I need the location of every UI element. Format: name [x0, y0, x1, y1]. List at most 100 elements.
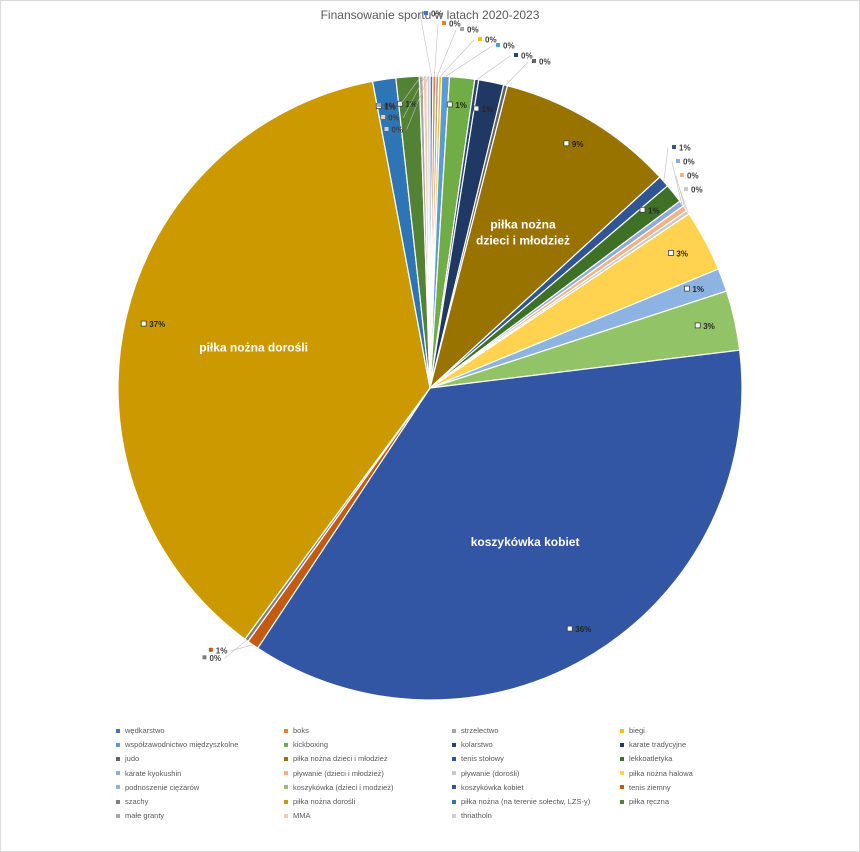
legend-swatch [452, 813, 456, 818]
label-key-pilka-nozna-dorosli [140, 320, 147, 327]
legend-label: piłka nożna dzieci i młodzież [293, 754, 388, 764]
pie-slices [117, 75, 743, 701]
pie-slice-thriatholn [426, 75, 431, 389]
leader-line-strzelectwo [437, 29, 457, 77]
leader-line-mma [402, 75, 426, 119]
legend-swatch [284, 771, 288, 776]
legend-label: judo [125, 754, 140, 764]
data-label-pilka-nozna-na-terenie-solectw-lzs-y: 1% [384, 103, 396, 112]
legend-swatch [452, 756, 456, 761]
leader-line-tenis-stolowy [663, 147, 669, 182]
legend-item-tenis-stolowy: tenis stołowy [452, 752, 620, 765]
legend-item-pilka-nozna-halowa: piłka nożna halowa [620, 767, 788, 780]
data-label-kolarstwo: 0% [521, 52, 533, 61]
legend-item-pilka-nozna-dorosli: piłka nożna dorośli [284, 795, 452, 808]
label-key-lekkoatletyka [639, 206, 646, 213]
legend-swatch [620, 771, 624, 776]
data-label-plywanie-dorosli: 0% [691, 186, 703, 195]
label-key-koszykowka-dzieci-i-modziez [694, 322, 701, 329]
inner-label-pilka-nozna-dorosli: piłka nożna dorośli [199, 341, 308, 355]
leader-line-kolarstwo [476, 55, 511, 80]
label-key-thriatholn [384, 127, 389, 131]
legend-label: tenis stołowy [461, 754, 504, 764]
data-label-plywanie-dzieci-i-mlodziez: 0% [687, 172, 699, 181]
data-label-pilka-nozna-dzieci-i-mlodziez: 9% [572, 140, 584, 149]
data-label-wspolzawodnictwo-miedzyszkolne: 0% [503, 42, 515, 51]
label-key-mma [381, 115, 386, 119]
data-label-szachy: 0% [210, 654, 222, 663]
inner-label-pilka-nozna-dzieci-i-mlodziez: dzieci i młodzież [476, 234, 570, 248]
data-label-biegi: 0% [485, 36, 497, 45]
label-key-pilka-nozna-dzieci-i-mlodziez [563, 140, 570, 147]
legend-swatch [284, 728, 288, 733]
label-key-biegi [478, 37, 482, 41]
label-key-wspolzawodnictwo-miedzyszkolne [496, 43, 500, 47]
legend-item-pilka-reczna: piłka ręczna [620, 795, 788, 808]
legend-item-wedkarstwo: wędkarstwo [116, 724, 284, 737]
label-key-kolarstwo [514, 53, 518, 57]
legend-swatch [452, 785, 456, 790]
legend-swatch [452, 742, 456, 747]
pie-data-labels: 1% 1% 9% piłka nożna dzieci i młodzież 1% 3% 1%… [140, 10, 715, 663]
leader-line-szachy [224, 640, 247, 659]
legend-label: kolarstwo [461, 740, 493, 750]
legend-item-judo: judo [116, 752, 284, 765]
data-label-koszykowka-kobiet: 36% [575, 625, 591, 634]
legend-swatch [116, 728, 120, 733]
data-label-strzelectwo: 0% [467, 26, 479, 35]
leader-line-wspolzawodnictwo-miedzyszkolne [445, 45, 493, 77]
legend-item-lekkoatletyka: lekkoatletyka [620, 752, 788, 765]
legend-item-wspolzawodnictwo-miedzyszkolne: współzawodnictwo międzyszkolne [116, 738, 284, 751]
label-key-wedkarstwo [424, 11, 428, 15]
leader-line-boks [434, 23, 439, 77]
legend-swatch [116, 799, 120, 804]
data-label-tenis-ziemny: 1% [216, 646, 228, 655]
legend-item-pilka-nozna-dzieci-i-mlodziez: piłka nożna dzieci i młodzież [284, 752, 452, 765]
leader-line-tenis-ziemny [230, 644, 253, 652]
legend-swatch [284, 813, 288, 818]
legend-label: strzelectwo [461, 726, 499, 736]
legend-label: piłka nożna halowa [629, 768, 693, 778]
legend-item-szachy: szachy [116, 795, 284, 808]
label-key-boks [442, 21, 446, 25]
data-label-pilka-nozna-dorosli: 37% [149, 320, 165, 329]
chart-legend: wędkarstwo boks strzelectwo biegi współzawod… [116, 724, 816, 822]
label-key-karate-tradycyjne [473, 105, 480, 112]
legend-item-koszykowka-kobiet: koszykówka kobiet [452, 781, 620, 794]
legend-label: karate tradycyjne [629, 740, 687, 750]
inner-label-pilka-nozna-dzieci-i-mlodziez: piłka nożna [490, 218, 556, 232]
data-label-pilka-reczna: 1% [406, 100, 418, 109]
legend-item-boks: boks [284, 724, 452, 737]
label-key-szachy [202, 655, 207, 660]
legend-label: lekkoatletyka [629, 754, 673, 764]
legend-swatch [620, 799, 624, 804]
legend-item-male-granty: małe granty [116, 809, 284, 822]
legend-label: karate kyokushin [125, 768, 182, 778]
legend-label: MMA [293, 811, 311, 821]
legend-swatch [452, 771, 456, 776]
data-label-boks: 0% [449, 20, 461, 29]
legend-item-plywanie-dorosli: pływanie (dorośli) [452, 767, 620, 780]
legend-item-tenis-ziemny: tenis ziemny [620, 781, 788, 794]
leader-line-biegi [440, 39, 475, 77]
legend-item-plywanie-dzieci-i-mlodziez: pływanie (dzieci i młodzież) [284, 767, 452, 780]
data-label-pilka-nozna-halowa: 3% [676, 249, 688, 258]
label-key-podnoszenie-ciezarow [684, 285, 690, 292]
legend-swatch [116, 813, 120, 818]
data-label-podnoszenie-ciezarow: 1% [692, 285, 704, 294]
legend-item-kickboxing: kickboxing [284, 738, 452, 751]
pie-slice-koszykowka-kobiet [256, 349, 743, 701]
legend-item-karate-tradycyjne: karate tradycyjne [620, 738, 788, 751]
legend-label: małe granty [125, 811, 165, 821]
legend-label: thriatholn [461, 811, 492, 821]
data-label-koszykowka-dzieci-i-modziez: 3% [703, 322, 715, 331]
data-label-wedkarstwo: 0% [431, 10, 443, 19]
label-key-kickboxing [446, 101, 453, 108]
legend-label: piłka ręczna [629, 797, 670, 807]
data-label-karate-kyokushin: 0% [683, 158, 695, 167]
label-key-strzelectwo [460, 27, 464, 31]
legend-label: koszykówka (dzieci i modzież) [293, 782, 394, 792]
label-key-plywanie-dzieci-i-mlodziez [680, 173, 684, 177]
legend-label: pływanie (dzieci i młodzież) [293, 768, 384, 778]
legend-label: kickboxing [293, 740, 329, 750]
